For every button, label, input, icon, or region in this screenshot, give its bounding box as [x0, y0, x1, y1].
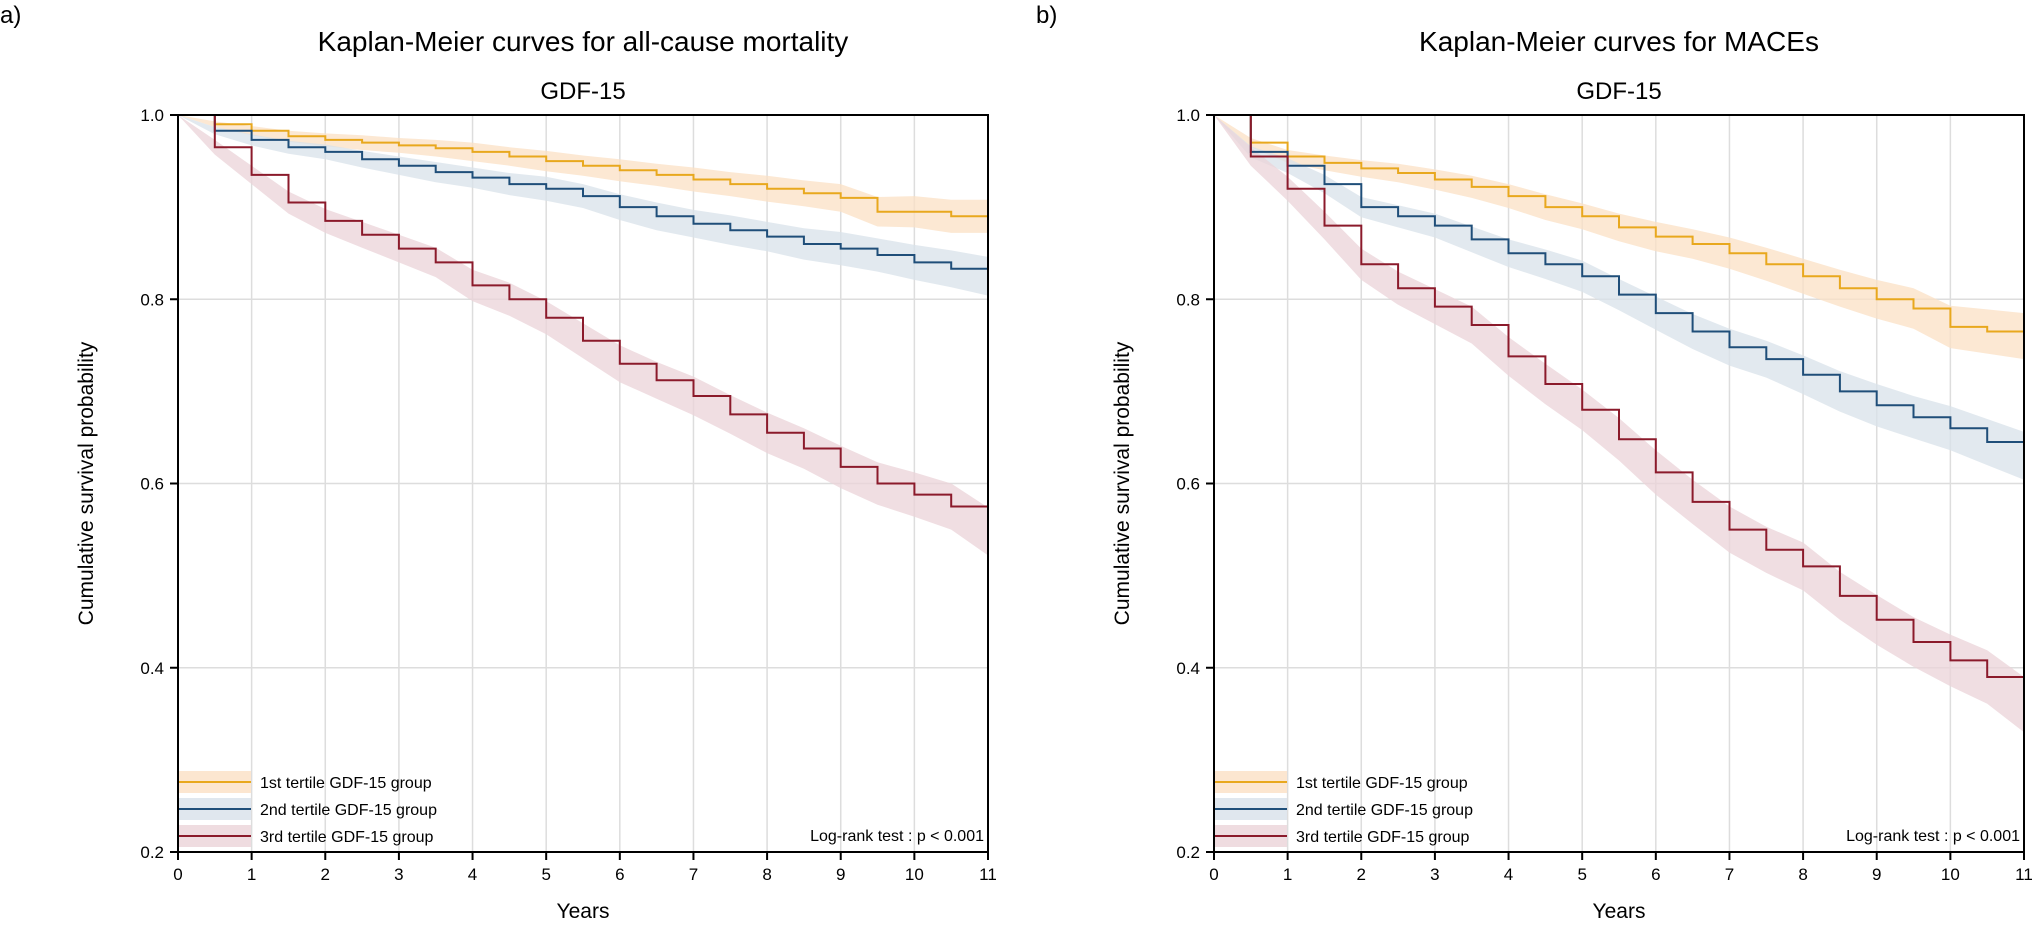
x-tick-label: 7 [689, 865, 698, 884]
panel-label: a) [0, 2, 22, 29]
km-plot-b: 0 1 2 3 4 5 6 7 8 9 10 11 0.2 0.4 0.6 0.8 1.0 Years Cumula… [1111, 106, 2032, 923]
x-tick-label: 10 [1941, 865, 1960, 884]
x-axis-label: Years [1593, 900, 1646, 923]
y-tick-label: 0.4 [1176, 659, 1200, 678]
x-tick-label: 11 [979, 865, 997, 884]
km-curve-series-3 [1214, 114, 2025, 705]
x-tick-label: 4 [1504, 865, 1513, 884]
chart-title: Kaplan-Meier curves for all-cause mortal… [317, 26, 849, 57]
panel-label: b) [1036, 2, 1058, 29]
logrank-annotation: Log-rank test : p < 0.001 [810, 828, 984, 845]
chart-subtitle: GDF-15 [1576, 78, 1662, 105]
panel-a: a) Kaplan-Meier curves for all-cause mor… [0, 2, 997, 923]
ci-band-series-1 [1214, 115, 2024, 360]
y-axis-label: Cumulative survival probability [1111, 341, 1134, 625]
y-tick-label: 0.2 [140, 843, 164, 862]
km-curve-series-2 [178, 114, 989, 277]
x-axis-label: Years [557, 900, 610, 923]
x-tick-label: 8 [1798, 865, 1807, 884]
legend-label: 1st tertile GDF-15 group [260, 775, 432, 792]
x-tick-label: 6 [1651, 865, 1660, 884]
km-curve-series-3 [178, 114, 989, 532]
x-tick-label: 9 [836, 865, 845, 884]
panel-b: b) Kaplan-Meier curves for MACEs GDF-15 … [1036, 0, 2032, 929]
y-tick-label: 0.8 [1176, 290, 1200, 309]
x-tick-label: 6 [615, 865, 624, 884]
x-tick-label: 5 [1577, 865, 1586, 884]
y-tick-label: 0.4 [140, 659, 164, 678]
x-tick-label: 7 [1725, 865, 1734, 884]
x-tick-label: 2 [1357, 865, 1366, 884]
x-tick-label: 0 [173, 865, 182, 884]
legend-label: 3rd tertile GDF-15 group [260, 829, 434, 846]
legend: 1st tertile GDF-15 group 2nd tertile GDF-… [179, 771, 437, 847]
km-plot-a: 0 1 2 3 4 5 6 7 8 9 10 11 0.2 0.4 0.6 0.8 1.0 Years Cumula… [75, 106, 997, 923]
x-tick-label: 3 [1430, 865, 1439, 884]
ci-band-series-2 [1214, 115, 2024, 480]
legend-label: 2nd tertile GDF-15 group [260, 802, 437, 819]
x-tick-label: 1 [1283, 865, 1292, 884]
legend-label: 2nd tertile GDF-15 group [1296, 802, 1473, 819]
legend: 1st tertile GDF-15 group 2nd tertile GDF-… [1215, 771, 1473, 847]
y-tick-label: 0.6 [1176, 475, 1200, 494]
x-tick-label: 4 [468, 865, 477, 884]
legend-label: 1st tertile GDF-15 group [1296, 775, 1468, 792]
y-tick-label: 1.0 [1176, 106, 1200, 125]
x-tick-label: 3 [394, 865, 403, 884]
km-curve-series-2 [1214, 114, 2025, 456]
legend-label: 3rd tertile GDF-15 group [1296, 829, 1470, 846]
y-axis-label: Cumulative survival probability [75, 341, 98, 625]
y-tick-label: 0.2 [1176, 843, 1200, 862]
logrank-annotation: Log-rank test : p < 0.001 [1846, 828, 2020, 845]
km-curve-series-1 [178, 114, 988, 218]
chart-subtitle: GDF-15 [540, 78, 626, 105]
x-tick-label: 9 [1872, 865, 1881, 884]
y-tick-label: 0.8 [140, 290, 164, 309]
ci-band-series-1 [178, 115, 988, 233]
km-curve-series-1 [1214, 114, 2025, 337]
x-tick-label: 0 [1209, 865, 1218, 884]
x-tick-label: 8 [762, 865, 771, 884]
x-tick-label: 2 [321, 865, 330, 884]
y-tick-label: 1.0 [140, 106, 164, 125]
x-tick-label: 5 [541, 865, 550, 884]
chart-title: Kaplan-Meier curves for MACEs [1419, 26, 1819, 57]
x-tick-label: 10 [905, 865, 924, 884]
x-tick-label: 1 [247, 865, 256, 884]
y-tick-label: 0.6 [140, 475, 164, 494]
x-tick-label: 11 [2015, 865, 2032, 884]
